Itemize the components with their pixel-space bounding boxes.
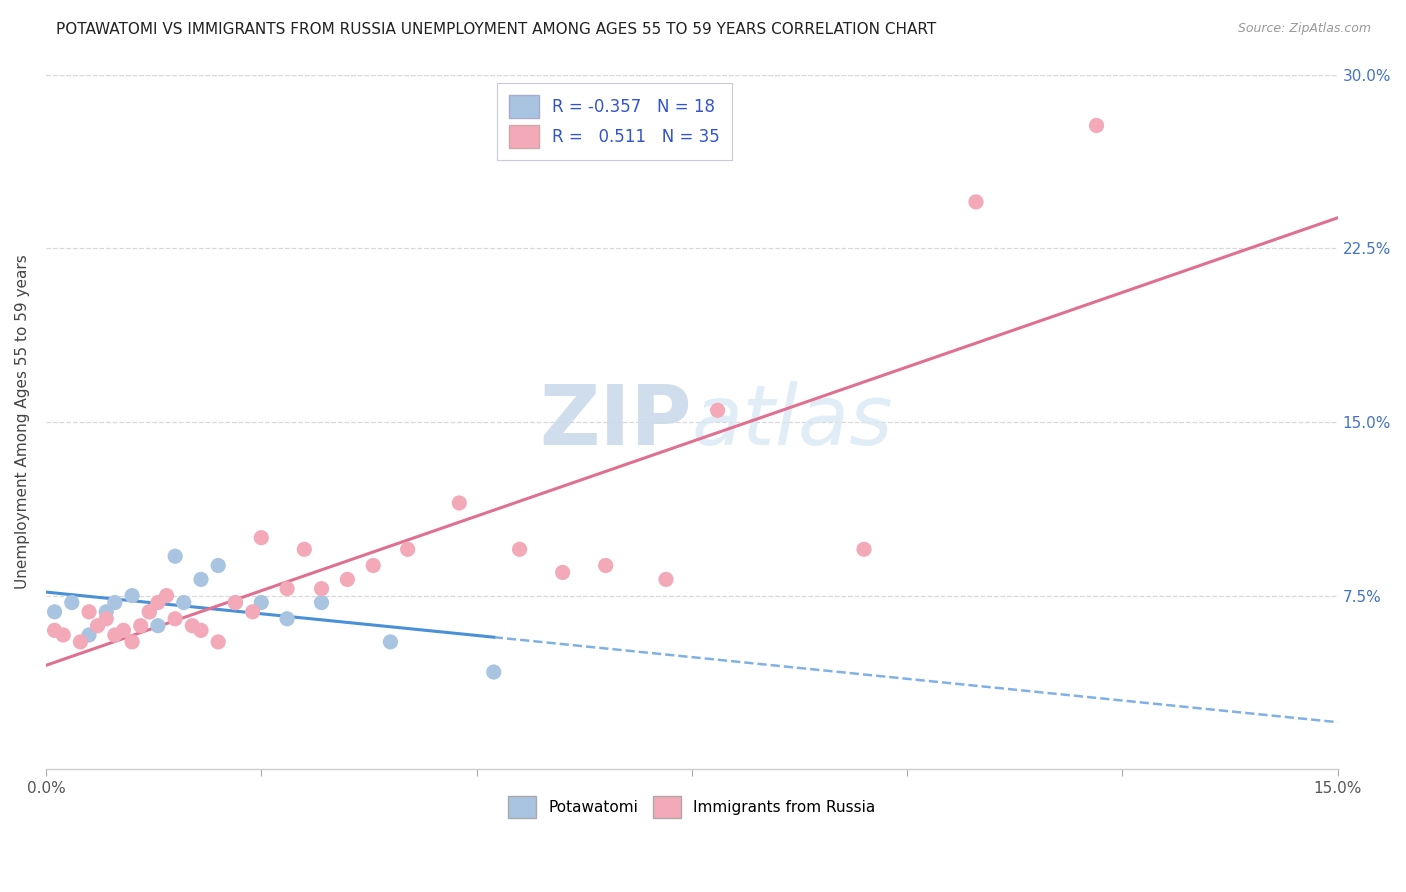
Point [165, 612, 187, 626]
Text: POTAWATOMI VS IMMIGRANTS FROM RUSSIA UNEMPLOYMENT AMONG AGES 55 TO 59 YEARS CORR: POTAWATOMI VS IMMIGRANTS FROM RUSSIA UNE… [56, 22, 936, 37]
Point [96, 612, 118, 626]
Point [86, 618, 108, 632]
Point [190, 573, 212, 587]
Text: ZIP: ZIP [540, 382, 692, 462]
Point [52, 628, 75, 642]
Point [311, 596, 333, 610]
Point [138, 605, 160, 619]
Point [380, 635, 402, 649]
Point [509, 542, 531, 557]
Point [96, 605, 118, 619]
Point [104, 596, 127, 610]
Point [155, 589, 177, 603]
Point [77, 628, 100, 642]
Point [276, 582, 298, 596]
Point [449, 496, 471, 510]
Point [146, 618, 169, 632]
Point [138, 605, 160, 619]
Point [595, 558, 617, 573]
Point [655, 573, 678, 587]
Point [77, 605, 100, 619]
Point [44, 624, 66, 638]
Point [207, 558, 229, 573]
Point [551, 566, 574, 580]
Point [250, 596, 273, 610]
Y-axis label: Unemployment Among Ages 55 to 59 years: Unemployment Among Ages 55 to 59 years [15, 254, 30, 590]
Point [207, 635, 229, 649]
Point [1085, 119, 1108, 133]
Point [250, 531, 273, 545]
Legend: Potawatomi, Immigrants from Russia: Potawatomi, Immigrants from Russia [502, 790, 882, 824]
Point [361, 558, 384, 573]
Point [242, 605, 264, 619]
Point [112, 624, 135, 638]
Point [44, 605, 66, 619]
Point [853, 542, 876, 557]
Point [292, 542, 315, 557]
Point [60, 596, 83, 610]
Point [165, 549, 187, 564]
Point [181, 618, 204, 632]
Point [173, 596, 195, 610]
Point [482, 665, 505, 679]
Point [396, 542, 419, 557]
Point [965, 194, 987, 209]
Point [121, 589, 143, 603]
Text: atlas: atlas [692, 382, 893, 462]
Point [69, 635, 91, 649]
Point [224, 596, 246, 610]
Point [146, 596, 169, 610]
Point [311, 582, 333, 596]
Point [276, 612, 298, 626]
Point [336, 573, 359, 587]
Point [224, 596, 246, 610]
Point [190, 624, 212, 638]
Point [104, 628, 127, 642]
Point [706, 403, 728, 417]
Text: Source: ZipAtlas.com: Source: ZipAtlas.com [1237, 22, 1371, 36]
Point [121, 635, 143, 649]
Point [129, 618, 152, 632]
